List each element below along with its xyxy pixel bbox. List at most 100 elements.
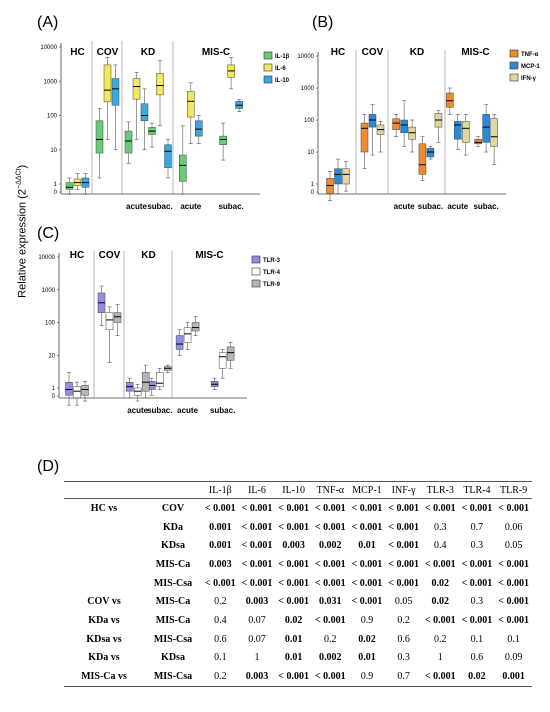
box — [482, 114, 490, 143]
table-cell — [64, 574, 144, 593]
table-cell: 0.06 — [504, 521, 523, 533]
table-header-row: IL-1β IL-6 IL-10 TNF-α MCP-1 INF-γ TLR-3 TLR-4 T… — [64, 481, 532, 499]
box — [454, 121, 462, 140]
table-cell: 0.02 — [431, 596, 450, 608]
table-cell: MIS-Ca — [155, 558, 191, 570]
y-tick-label: 10000 — [40, 45, 57, 51]
box — [65, 182, 74, 190]
table-cell: < 0.001 — [388, 577, 419, 589]
table-cell: < 0.001 — [461, 558, 493, 570]
table-cell: < 0.001 — [351, 596, 383, 608]
y-tick-label: 1000 — [42, 288, 56, 294]
legend-swatch — [263, 63, 273, 72]
group-label: MIS-C — [195, 250, 223, 261]
table-cell: 1 — [437, 652, 443, 664]
table-cell: 0.01 — [358, 540, 376, 552]
column-header: IL-6 — [238, 481, 276, 499]
box — [418, 143, 427, 175]
legend-label: TNF-α — [521, 52, 539, 58]
table-cell: KDsa vs — [86, 633, 122, 645]
legend-swatch — [509, 61, 519, 70]
legend-swatch — [263, 51, 273, 60]
table-cell: 0.001 — [209, 521, 232, 533]
table-cell: 0.003 — [245, 596, 269, 608]
table-cell: < 0.001 — [498, 596, 529, 608]
table-cell: 0.1 — [214, 652, 227, 664]
box — [334, 168, 342, 185]
table-row: KDsa vs MIS-Csa 0.6 0.07 0.01 0.2 0.02 0.6 0.2 0.… — [64, 630, 532, 649]
table-cell: 0.05 — [504, 540, 523, 552]
legend-label: TLR-9 — [263, 282, 281, 288]
table-cell: < 0.001 — [204, 577, 236, 589]
subgroup-label: acute — [394, 202, 415, 211]
group-label: KD — [141, 47, 155, 58]
box — [368, 114, 377, 128]
box — [187, 91, 195, 118]
table-cell: < 0.001 — [278, 577, 309, 589]
table-cell: < 0.001 — [351, 521, 383, 533]
table-cell: < 0.001 — [241, 540, 273, 552]
table-cell: KDsa — [161, 540, 185, 552]
table-row: MIS-Ca vs MIS-Csa 0.2 0.003 < 0.001 < 0.001 0.… — [64, 667, 532, 687]
table-cell: < 0.001 — [314, 502, 346, 514]
legend-swatch — [251, 255, 261, 264]
box — [124, 130, 133, 154]
table-cell: 0.07 — [248, 633, 266, 645]
table-cell: MIS-Csa — [144, 667, 202, 687]
table-cell: < 0.001 — [314, 521, 346, 533]
table-cell: < 0.001 — [278, 521, 309, 533]
box — [156, 372, 164, 387]
legend-label: IL-6 — [275, 66, 286, 72]
box — [103, 64, 112, 103]
panel-label: (C) — [37, 225, 59, 242]
table-cell: KDsa — [161, 652, 185, 664]
panel-d-label: (D) — [37, 458, 60, 475]
subgroup-label: subac. — [473, 202, 498, 211]
table-cell — [64, 518, 144, 537]
subgroup-label: acute — [447, 202, 468, 211]
box — [326, 178, 334, 194]
box — [474, 139, 482, 145]
table-cell: < 0.001 — [351, 502, 383, 514]
table-cell: < 0.001 — [311, 667, 349, 687]
panel-label: (A) — [37, 14, 58, 31]
table-cell: 0.02 — [284, 614, 303, 626]
y-tick-label: 1000 — [44, 79, 58, 85]
column-header: TLR-4 — [458, 481, 496, 499]
y-tick-label: 1000 — [301, 86, 315, 92]
subgroup-label: subac. — [210, 406, 235, 415]
table-cell: 0.001 — [495, 667, 532, 687]
table-cell: < 0.001 — [461, 614, 493, 626]
table-cell: < 0.001 — [498, 577, 529, 589]
table-cell: < 0.001 — [275, 667, 312, 687]
box — [462, 121, 470, 143]
table-cell: 0.6 — [214, 633, 227, 645]
table-cell: 0.3 — [470, 540, 484, 552]
table-row: KDa vs KDsa 0.1 1 0.01 0.002 0.01 0.3 1 0.6 0.09 — [64, 649, 532, 668]
legend-swatch — [509, 49, 519, 58]
y-axis-label: Relative expression (2−ΔΔCt) — [15, 164, 29, 298]
box — [111, 78, 120, 106]
table-cell: 0.1 — [507, 633, 520, 645]
table-cell: 0.9 — [360, 614, 374, 626]
table-cell: 0.4 — [214, 614, 227, 626]
table-cell: < 0.001 — [388, 502, 419, 514]
table-cell: 0.002 — [319, 652, 342, 664]
y-tick-label: 0 — [54, 190, 58, 196]
box — [132, 78, 141, 100]
table-cell: < 0.001 — [314, 614, 346, 626]
box — [226, 346, 235, 361]
table-cell: 0.2 — [434, 633, 447, 645]
group-label: MIS-C — [461, 47, 489, 58]
box — [400, 119, 408, 133]
subgroup-label: acute — [126, 202, 147, 211]
pvalue-table: IL-1β IL-6 IL-10 TNF-α MCP-1 INF-γ TLR-3 TLR-4 T… — [64, 481, 532, 687]
table-row: KDa vs MIS-Ca 0.4 0.07 0.02 < 0.001 0.9 0.2 < 0.… — [64, 611, 532, 630]
table-row: HC vs COV < 0.001 < 0.001 < 0.001 < 0.001 < 0.… — [64, 499, 532, 518]
box — [95, 120, 104, 154]
table-cell: < 0.001 — [424, 558, 456, 570]
box — [360, 122, 369, 153]
table-cell: 0.01 — [284, 652, 303, 664]
group-label: KD — [141, 250, 155, 261]
y-tick-label: 1 — [54, 182, 58, 188]
